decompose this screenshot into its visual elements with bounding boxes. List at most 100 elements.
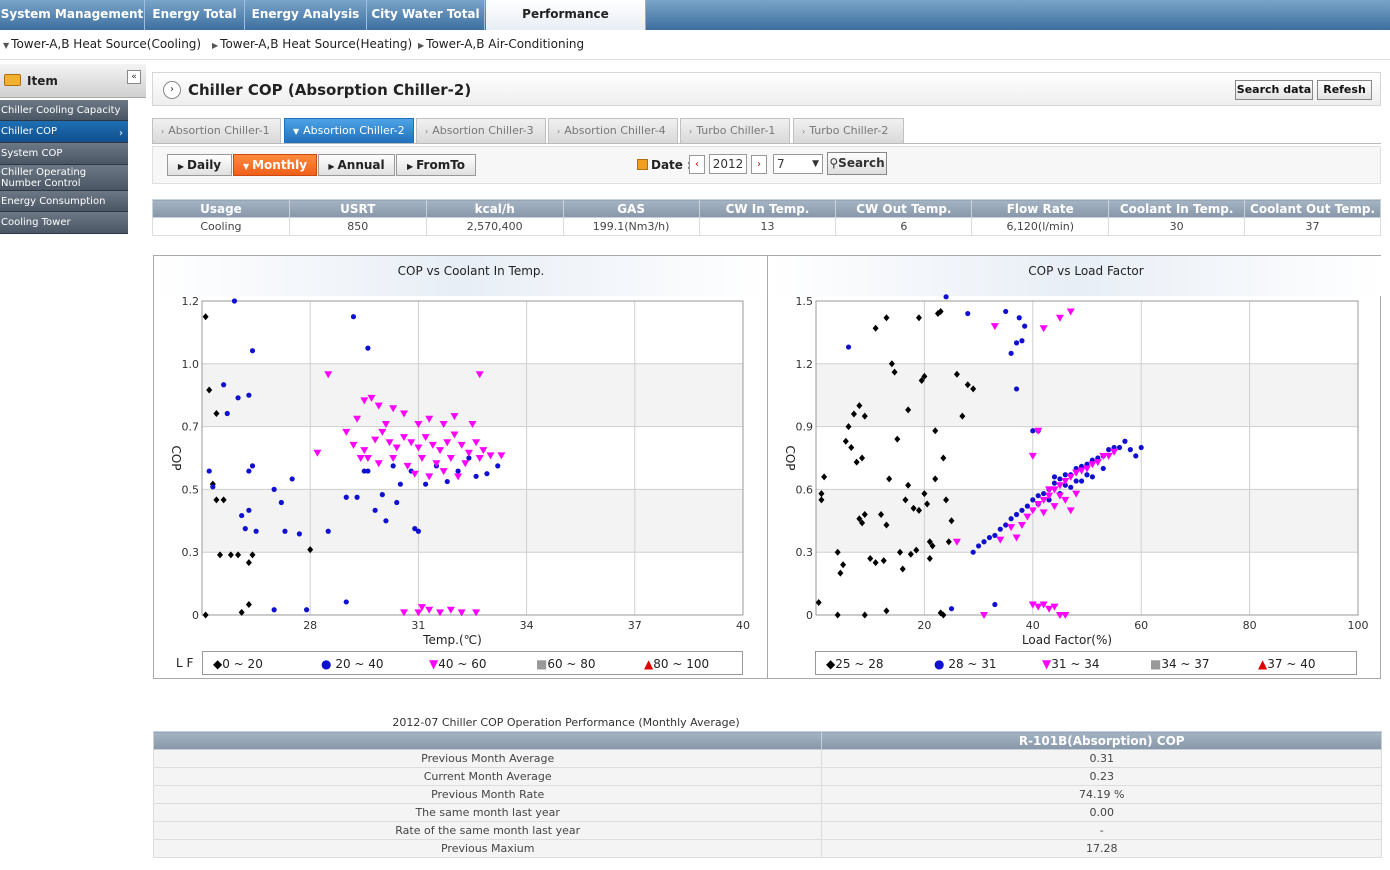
data-point <box>414 609 423 617</box>
chart-cop-vs-load-factor: COP vs Load Factor 0 0.3 0.6 0.9 1.2 1.5 20 40 60… <box>768 256 1381 678</box>
sidebar-item-cooling-tower[interactable]: Cooling Tower <box>0 212 128 234</box>
data-point <box>964 381 971 389</box>
tab-performance-evaluation[interactable]: Performance Evaluation <box>486 0 646 49</box>
legend-item: ◆0 ~ 20 <box>213 657 263 671</box>
button-label: Annual <box>337 158 385 172</box>
data-point <box>246 392 252 398</box>
data-point <box>1050 503 1059 511</box>
tab-absortion-chiller-3[interactable]: › Absortion Chiller-3 <box>416 118 546 143</box>
legend-label: 31 ~ 34 <box>1051 657 1100 671</box>
x-tick-label: 40 <box>736 619 750 632</box>
data-point <box>1030 428 1036 434</box>
data-point <box>464 449 473 457</box>
previous-year-button[interactable]: ‹ <box>689 155 705 174</box>
column-header: Usage <box>152 199 290 218</box>
daily-button[interactable]: ▶ Daily <box>167 154 232 176</box>
data-point <box>953 370 960 378</box>
data-point <box>1061 478 1070 486</box>
tab-energy-total[interactable]: Energy Total <box>145 0 245 30</box>
sidebar-item-chiller-cooling-capacity[interactable]: Chiller Cooling Capacity <box>0 100 128 121</box>
data-point <box>383 518 389 524</box>
plot-band <box>816 301 1358 364</box>
legend-item: ▼40 ~ 60 <box>429 657 486 671</box>
annual-button[interactable]: ▶ Annual <box>318 154 395 176</box>
data-point <box>399 410 408 418</box>
monthly-button[interactable]: ▼ Monthly <box>233 154 317 176</box>
table-cell: Cooling <box>152 217 290 236</box>
data-point <box>425 606 434 614</box>
search-data-button[interactable]: Search data <box>1235 80 1313 100</box>
data-point <box>883 607 890 615</box>
data-point <box>937 307 944 315</box>
subnav-air-conditioning[interactable]: ▶ Tower-A,B Air-Conditioning <box>418 37 584 51</box>
data-point <box>932 475 939 483</box>
tab-turbo-chiller-2[interactable]: › Turbo Chiller-2 <box>793 118 904 143</box>
subnav-heat-source-heating[interactable]: ▶ Tower-A,B Heat Source(Heating) <box>212 37 412 51</box>
search-button[interactable]: ⚲Search <box>827 152 887 175</box>
sidebar-item-energy-consumption[interactable]: Energy Consumption <box>0 191 128 212</box>
data-point <box>239 512 245 519</box>
data-point <box>905 481 912 489</box>
data-point <box>246 507 252 513</box>
subnav-heat-source-cooling[interactable]: ▼ Tower-A,B Heat Source(Cooling) <box>3 37 201 51</box>
chevron-right-icon: ▶ <box>212 41 219 50</box>
tab-system-management[interactable]: System Management <box>0 0 145 30</box>
legend-item: ● 28 ~ 31 <box>934 657 997 671</box>
data-point <box>399 609 408 617</box>
sidebar-item-label: Energy Consumption <box>1 195 106 207</box>
chart-title-background <box>768 256 1381 296</box>
tab-energy-analysis[interactable]: Energy Analysis <box>245 0 367 30</box>
data-point <box>374 402 383 410</box>
data-point <box>937 609 944 617</box>
tab-absortion-chiller-4[interactable]: › Absortion Chiller-4 <box>548 118 678 143</box>
table-row: The same month last year 0.00 <box>152 803 1382 822</box>
tab-city-water-total[interactable]: City Water Total <box>367 0 485 30</box>
data-point <box>249 348 256 354</box>
data-point <box>457 441 466 449</box>
sidebar-item-chiller-cop[interactable]: Chiller COP › <box>0 121 128 143</box>
month-select[interactable]: 7 ▼ <box>773 154 823 174</box>
data-point <box>1034 427 1043 435</box>
sidebar-item-chiller-operating-number-control[interactable]: Chiller Operating Number Control <box>0 165 128 191</box>
tab-turbo-chiller-1[interactable]: › Turbo Chiller-1 <box>680 118 790 143</box>
tab-absortion-chiller-2[interactable]: ▼ Absortion Chiller-2 <box>284 118 414 143</box>
data-point <box>235 551 242 559</box>
refresh-button[interactable]: Refesh <box>1317 80 1372 100</box>
plot-band <box>202 363 743 427</box>
data-point <box>210 484 216 490</box>
data-point <box>970 385 977 393</box>
table-cell: 6,120(l/min) <box>971 217 1110 236</box>
triangle-up-icon: ▲ <box>644 657 654 671</box>
column-header: CW Out Temp. <box>835 199 973 218</box>
fromto-button[interactable]: ▶ FromTo <box>396 154 476 176</box>
data-point <box>845 344 852 350</box>
y-tick-label: 1.2 <box>796 358 814 371</box>
collapse-sidebar-button[interactable]: « <box>127 70 141 84</box>
sidebar-item-label: System COP <box>1 148 63 159</box>
x-tick-label: 28 <box>303 619 317 632</box>
data-point <box>1100 465 1106 472</box>
data-point <box>361 468 367 474</box>
sidebar-item-system-cop[interactable]: System COP <box>0 143 128 165</box>
row-value: 0.23 <box>821 767 1382 786</box>
next-year-button[interactable]: › <box>751 155 767 174</box>
data-point <box>1019 338 1025 344</box>
legend-item: ▲80 ~ 100 <box>644 657 709 671</box>
year-input[interactable]: 2012 <box>709 154 747 174</box>
data-point <box>1034 603 1043 611</box>
data-point <box>450 431 459 439</box>
data-point <box>343 599 349 605</box>
data-point <box>423 481 429 487</box>
table-row: Current Month Average 0.23 <box>152 767 1382 786</box>
data-point <box>981 539 987 545</box>
data-point <box>217 551 224 559</box>
data-point <box>959 412 966 420</box>
data-point <box>353 415 362 423</box>
tab-absortion-chiller-1[interactable]: › Absortion Chiller-1 <box>152 118 281 143</box>
data-point <box>891 368 898 376</box>
chart-title: COP vs Coolant In Temp. <box>398 264 545 278</box>
data-point <box>356 455 365 462</box>
y-tick-label: 0.9 <box>796 421 814 434</box>
data-point <box>894 435 901 443</box>
data-point <box>1023 513 1032 521</box>
